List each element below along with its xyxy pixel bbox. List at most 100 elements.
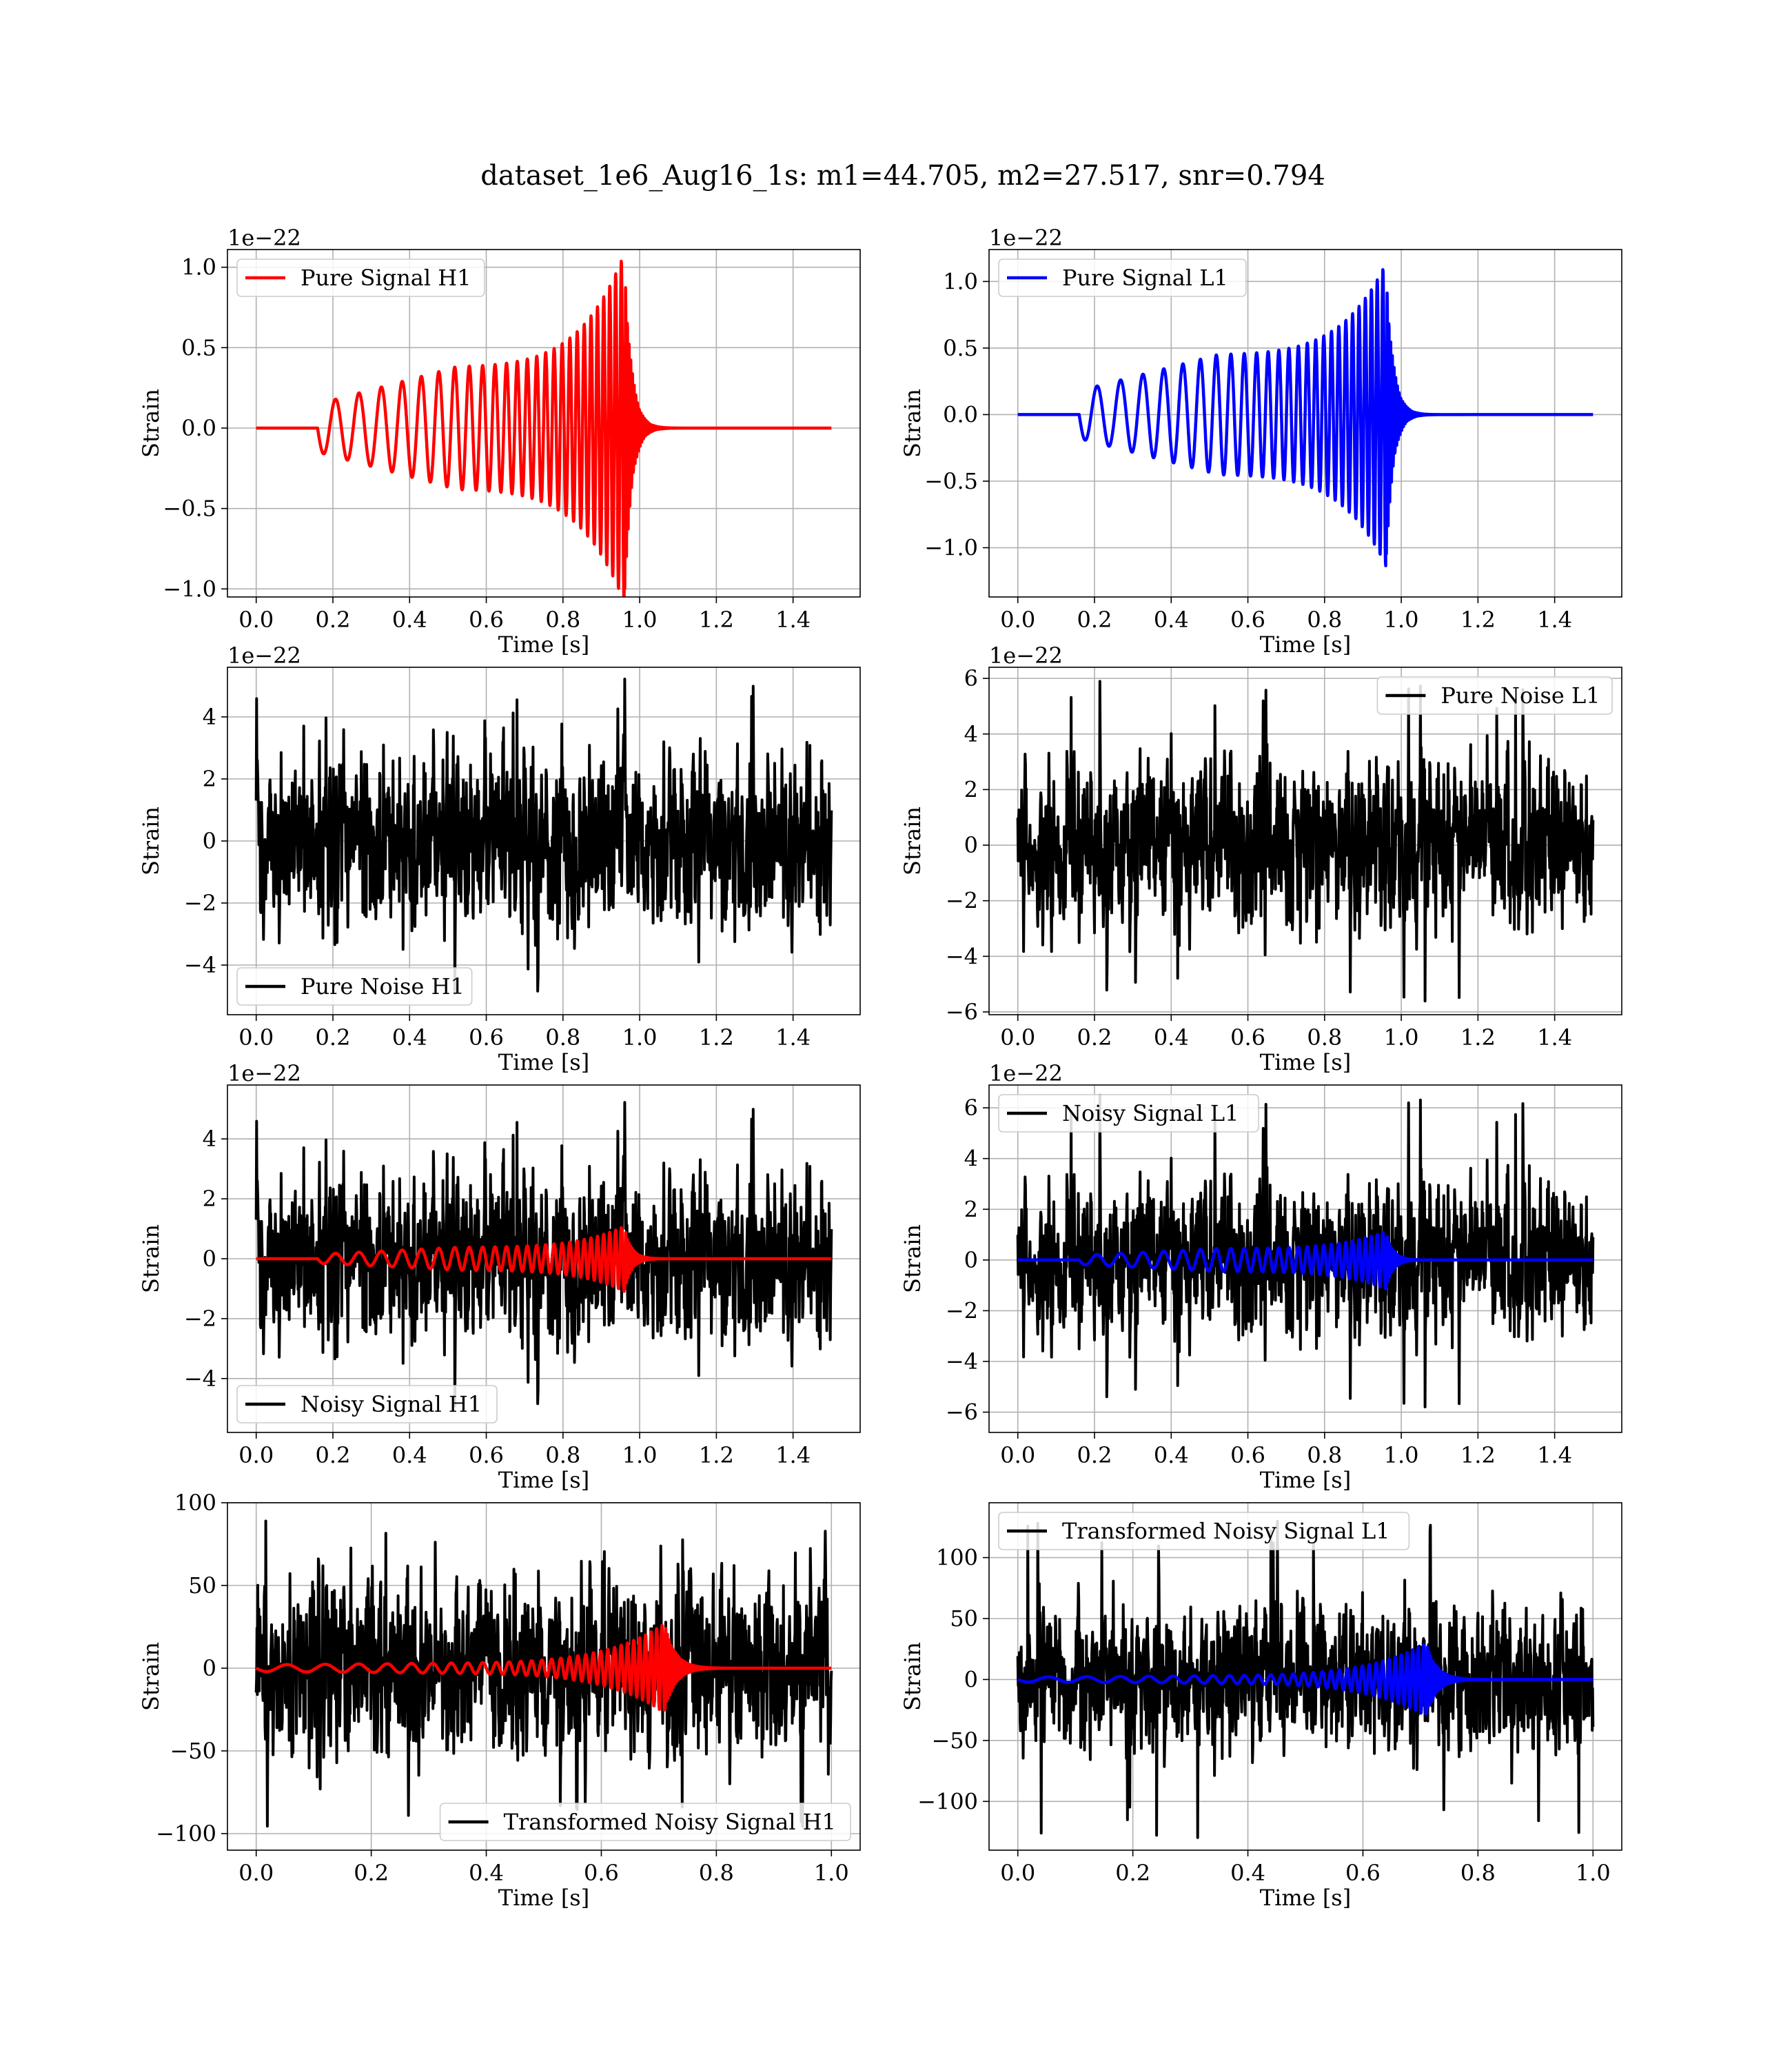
y-axis-label: Strain [138,807,164,875]
legend-label: Pure Noise H1 [301,973,465,1000]
y-axis-label: Strain [138,1642,164,1711]
legend-label: Noisy Signal H1 [301,1391,482,1417]
axes-frame [227,1502,861,1851]
y-tick-label: 2 [203,766,216,792]
x-tick-label: 1.0 [1384,1024,1419,1051]
panel-pure-signal-l1: 0.0 0.2 0.4 0.6 0.8 1.0 1.2 1.4 −1.0 −0.5 0.0 0.5 1.… [899,225,1622,658]
y-tick-label: −1.0 [163,576,216,602]
y-tick-label: 100 [936,1545,978,1571]
x-tick-label: 1.2 [699,1442,734,1468]
x-tick-label: 0.2 [316,607,351,633]
x-tick-label: 0.4 [392,1442,427,1468]
x-tick-label: 1.0 [622,607,658,633]
x-tick-label: 1.0 [622,1024,658,1051]
y-axis-label: Strain [899,807,926,875]
y-tick-label: 0.5 [943,335,978,361]
x-tick-label: 0.6 [469,1024,504,1051]
x-tick-label: 0.2 [1077,1024,1112,1051]
series-line [254,1226,833,1293]
panel-noisy-signal-h1: 0.0 0.2 0.4 0.6 0.8 1.0 1.2 1.4 −4 −2 0 2 4 Time [s] S… [138,1060,861,1493]
x-axis-label: Time [s] [498,631,589,658]
y-tick-label: 50 [950,1605,978,1632]
plot-area [1016,1519,1595,1839]
legend-box [439,1803,851,1841]
x-tick-label: 0.4 [392,1024,427,1051]
x-tick-label: 0.8 [545,607,580,633]
axes-frame [988,249,1622,598]
x-tick-label: 0.0 [238,1442,274,1468]
legend-label: Pure Signal H1 [301,265,471,291]
x-axis-label: Time [s] [1260,1049,1351,1075]
series-line [1016,680,1595,1003]
legend: Noisy Signal L1 [998,1094,1259,1133]
legend: Pure Noise L1 [1376,676,1613,715]
legend-label: Pure Signal L1 [1062,265,1228,291]
offset-text: 1e−22 [227,225,301,251]
y-tick-label: 4 [203,704,216,730]
y-tick-label: 0 [203,828,216,854]
x-tick-label: 0.4 [392,607,427,633]
series-line [254,259,833,597]
legend-box [236,967,473,1006]
x-tick-label: 0.6 [1345,1860,1381,1886]
series-line [1016,1230,1595,1290]
y-tick-label: −2 [946,1297,978,1324]
axes-frame [988,1084,1622,1433]
x-tick-label: 1.0 [1384,1442,1419,1468]
y-tick-label: 1.0 [943,268,978,294]
series-line [254,678,833,995]
x-tick-label: 1.4 [775,607,811,633]
series-line [1016,1093,1595,1408]
y-tick-label: 2 [964,776,978,802]
y-tick-label: 0.5 [181,334,216,361]
x-tick-label: 0.8 [1307,1024,1342,1051]
y-tick-label: −6 [946,999,978,1025]
y-tick-label: −2 [946,888,978,914]
x-tick-label: 0.2 [316,1024,351,1051]
series-line [1016,1643,1595,1716]
plot-area [254,259,833,597]
y-tick-label: 0.0 [943,401,978,427]
x-tick-label: 1.0 [622,1442,658,1468]
panels: 0.0 0.2 0.4 0.6 0.8 1.0 1.2 1.4 −1.0 −0.5 0.0 0.5 1.… [138,225,1622,1911]
x-tick-label: 1.2 [699,607,734,633]
legend: Transformed Noisy Signal L1 [998,1512,1410,1550]
x-tick-label: 1.2 [1460,607,1496,633]
y-tick-label: 0 [203,1246,216,1272]
x-tick-label: 0.4 [1230,1860,1265,1886]
x-tick-label: 1.2 [1460,1442,1496,1468]
x-tick-label: 0.8 [699,1860,734,1886]
plot-area [254,1519,833,1828]
x-tick-label: 0.0 [238,1024,274,1051]
x-tick-label: 0.6 [469,607,504,633]
y-tick-label: 0 [203,1655,216,1681]
x-tick-label: 0.8 [545,1024,580,1051]
axes-frame [988,667,1622,1015]
legend-label: Transformed Noisy Signal L1 [1062,1518,1390,1544]
y-tick-label: 2 [203,1186,216,1212]
x-tick-label: 0.2 [354,1860,389,1886]
y-tick-label: −0.5 [163,496,216,522]
y-axis-label: Strain [899,389,926,458]
legend-label: Pure Noise L1 [1440,682,1600,709]
x-tick-label: 1.0 [1576,1860,1611,1886]
x-axis-label: Time [s] [498,1049,589,1075]
x-tick-label: 0.8 [1307,607,1342,633]
x-tick-label: 0.6 [1230,1024,1265,1051]
legend: Transformed Noisy Signal H1 [439,1803,851,1841]
y-tick-label: 0.0 [181,415,216,441]
offset-text: 1e−22 [989,642,1063,669]
plot-area [1016,680,1595,1003]
x-tick-label: 0.2 [316,1442,351,1468]
plot-area [254,678,833,995]
x-tick-label: 0.4 [1154,1442,1189,1468]
x-axis-label: Time [s] [498,1467,589,1493]
x-tick-label: 0.0 [1000,1024,1035,1051]
y-tick-label: −4 [946,943,978,969]
x-tick-label: 0.8 [545,1442,580,1468]
x-tick-label: 0.8 [1307,1442,1342,1468]
y-axis-label: Strain [138,389,164,458]
series-line [254,1101,833,1408]
axes-frame [227,249,861,598]
